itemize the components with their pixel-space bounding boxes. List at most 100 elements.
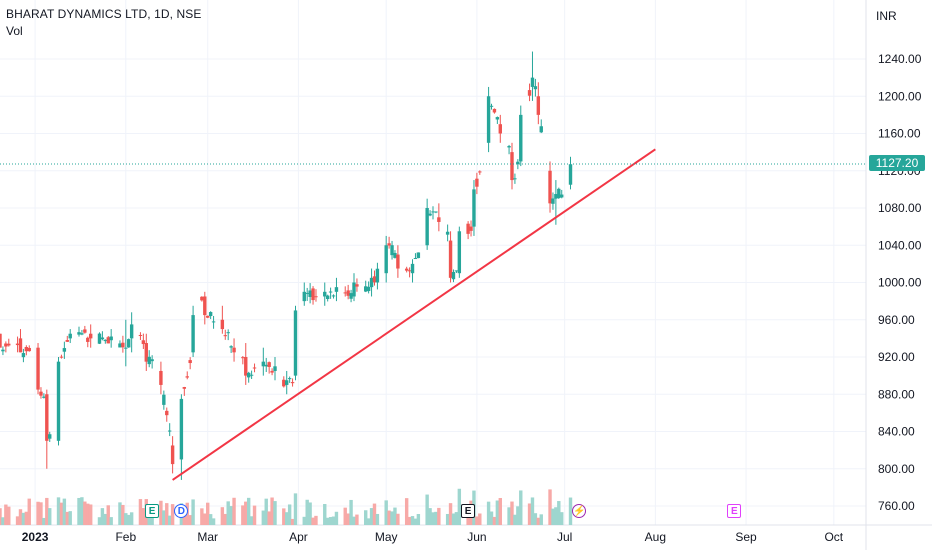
volume-bar [83,501,87,525]
currency-label[interactable]: INR [876,9,897,23]
price-tick-label: 880.00 [878,387,915,401]
candle-body [478,171,482,173]
candle-body [241,357,245,359]
volume-bar [431,512,435,525]
volume-bar [229,506,233,525]
candle-body [410,263,415,274]
volume-bar [387,510,391,525]
candle-body [548,170,552,204]
candle-body [498,124,502,134]
volume-bar [188,515,192,525]
volume-bar [510,501,514,525]
candle-body [77,332,81,335]
volume-bar [4,504,8,525]
price-tick-label: 1240.00 [878,52,922,66]
volume-bar [203,513,207,525]
candle-body [97,333,102,344]
volume-bar [489,511,494,525]
candle-body [533,86,538,90]
candle-body [0,333,2,348]
volume-bar [109,517,113,525]
candle-body [226,332,230,334]
volume-bar [457,488,462,525]
volume-bar [396,513,400,525]
candle-body [495,117,500,120]
candle-body [428,213,432,216]
candle-body [80,333,84,335]
volume-bar [290,518,295,525]
candle-body [489,105,494,107]
candle-body [24,346,29,352]
volume-bar [191,499,195,525]
volume-bar [448,503,453,525]
candle-body [179,398,184,460]
candle-body [349,293,353,299]
candle-body [127,339,131,348]
candle-body [451,272,456,280]
volume-bars [0,488,573,525]
candle-body [285,380,289,385]
volume-bar [27,498,31,525]
candle-body [536,96,541,115]
candle-body [568,164,573,185]
time-tick-label: Feb [115,530,136,544]
candle-body [232,347,236,353]
volume-bar [305,499,309,525]
candle-body [516,161,520,165]
volume-bar [270,497,274,525]
candle-body [530,77,535,87]
candle-body [507,146,511,148]
candle-body [48,434,52,439]
candle-body [138,334,143,336]
candle-body [387,243,391,246]
volume-bar [451,513,456,525]
candle-body [454,270,459,272]
candle-body [437,217,441,222]
candle-body [416,252,421,259]
volume-bar [39,502,43,525]
volume-bar [519,490,523,525]
candle-body [159,370,163,385]
volume-bar [346,513,350,525]
candle-body [162,394,166,405]
volume-bar [42,517,46,525]
candle-body [393,252,397,258]
volume-bar [249,516,254,525]
split-lightning-icon[interactable]: ⚡ [572,504,587,518]
earnings-icon[interactable]: E [145,504,160,518]
candle-body [27,347,31,352]
candle-body [293,310,298,376]
symbol-title[interactable]: BHARAT DYNAMICS LTD, 1D, NSE [6,7,202,21]
candle-body [404,268,409,271]
volume-bar [65,511,69,525]
candle-body [208,312,213,317]
volume-bar [539,514,543,525]
candle-body [554,194,558,199]
earnings-icon[interactable]: E [461,504,476,518]
dividend-icon[interactable]: D [174,504,189,518]
volume-bar [241,505,245,525]
volume-bar [97,517,102,525]
volume-indicator-label[interactable]: Vol [6,24,23,38]
volume-bar [536,517,541,525]
volume-bar [267,511,271,525]
volume-bar [325,517,330,525]
candle-body [200,296,204,301]
candle-body [431,211,435,213]
volume-bar [206,502,210,525]
trendline [172,148,656,481]
earnings-icon[interactable]: E [727,504,742,518]
candle-body [109,336,113,341]
volume-bar [141,508,146,525]
time-tick-label: Jul [557,530,572,544]
candle-body [103,339,108,342]
candle-body [141,340,146,345]
price-tick-label: 1000.00 [878,276,922,290]
time-tick-label: 2023 [22,530,49,544]
candle-body [328,291,333,293]
volume-bar [557,501,561,525]
volume-bar [211,518,216,525]
candle-body [68,333,72,339]
